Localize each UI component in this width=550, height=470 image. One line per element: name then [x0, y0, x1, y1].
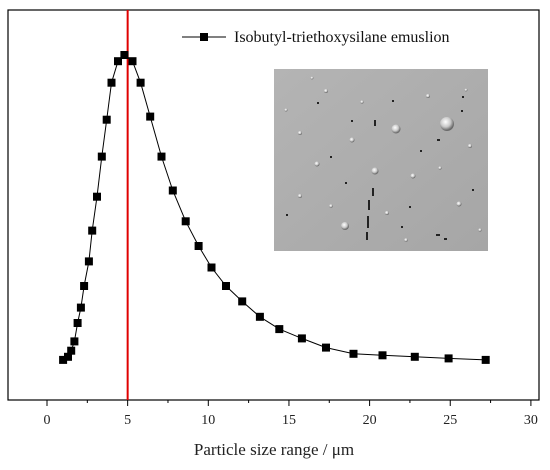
- data-point-10: [97, 152, 106, 161]
- data-point-26: [275, 325, 284, 334]
- data-point-18: [157, 152, 166, 161]
- data-point-33: [481, 355, 490, 364]
- data-point-8: [88, 226, 97, 235]
- x-tick-label-5: 5: [124, 413, 131, 428]
- data-point-2: [67, 346, 76, 355]
- data-point-23: [222, 282, 230, 290]
- plot-frame: [7, 9, 540, 401]
- x-tick-label-10: 10: [201, 413, 215, 428]
- x-axis-tick-labels: 0 5 10 15 20 25 30: [44, 413, 538, 428]
- data-point-12: [107, 78, 116, 87]
- legend-label: Isobutyl-triethoxysilane emuslion: [234, 29, 450, 46]
- data-point-16: [136, 78, 145, 87]
- data-point-6: [80, 282, 89, 290]
- x-tick-label-15: 15: [282, 413, 296, 428]
- series-points: [59, 51, 490, 364]
- data-point-21: [194, 242, 203, 250]
- data-point-29: [349, 349, 358, 358]
- data-point-5: [76, 303, 85, 312]
- x-tick-label-30: 30: [524, 413, 538, 428]
- data-point-15: [128, 57, 137, 66]
- data-point-20: [181, 217, 190, 226]
- x-axis-ticks: [46, 400, 532, 406]
- data-point-19: [168, 186, 177, 195]
- data-point-17: [146, 112, 155, 121]
- x-tick-label-0: 0: [44, 413, 51, 428]
- x-axis-title: Particle size range / μm: [194, 440, 354, 459]
- data-point-22: [207, 263, 216, 272]
- x-tick-label-25: 25: [443, 413, 457, 428]
- data-point-24: [238, 297, 247, 306]
- inset-specks: [286, 96, 474, 240]
- data-point-14: [120, 51, 129, 59]
- data-point-13: [114, 57, 122, 66]
- data-point-25: [255, 312, 264, 321]
- data-point-3: [70, 337, 79, 346]
- x-tick-label-20: 20: [363, 413, 377, 428]
- data-point-30: [378, 351, 387, 360]
- inset-droplets: [284, 76, 482, 242]
- data-point-27: [297, 334, 306, 343]
- data-point-1: [64, 352, 72, 361]
- data-point-0: [59, 355, 68, 364]
- data-point-28: [322, 343, 330, 352]
- data-point-31: [410, 352, 419, 361]
- data-point-4: [73, 319, 82, 327]
- legend: Isobutyl-triethoxysilane emuslion: [182, 29, 450, 46]
- legend-marker: [200, 33, 208, 41]
- data-point-11: [102, 115, 111, 124]
- data-point-9: [93, 192, 101, 201]
- inset-micrograph: [274, 69, 488, 251]
- data-point-32: [444, 354, 453, 363]
- data-point-7: [84, 257, 93, 266]
- series-line: [62, 54, 486, 361]
